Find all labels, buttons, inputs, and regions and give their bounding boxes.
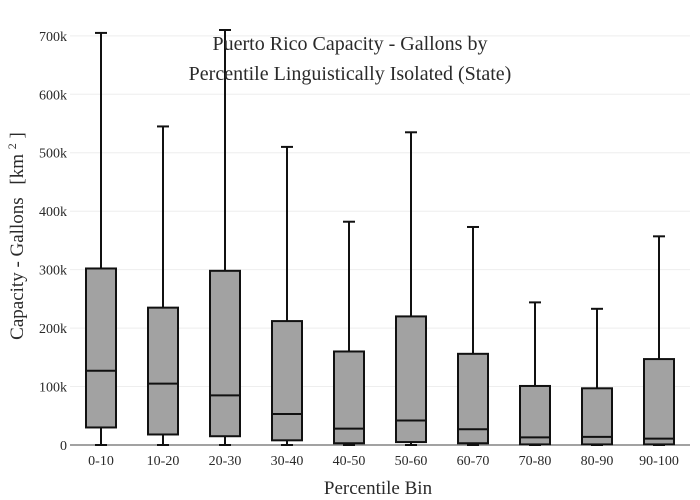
iqr-box (519, 384, 551, 446)
y-axis-label-unit-prefix: [km (7, 154, 28, 185)
iqr-box (643, 358, 675, 446)
box-0-10 (85, 31, 117, 446)
x-tick-label: 20-30 (209, 454, 242, 469)
y-tick-label: 600k (39, 88, 67, 103)
x-tick-label: 10-20 (147, 454, 180, 469)
box-20-30 (209, 29, 241, 446)
iqr-box (271, 320, 303, 442)
box-60-70 (457, 225, 489, 446)
y-tick-label: 500k (39, 147, 67, 162)
y-tick-label: 400k (39, 205, 67, 220)
y-tick-label: 300k (39, 264, 67, 279)
box-70-80 (519, 301, 551, 446)
y-tick-label: 200k (39, 322, 67, 337)
box-10-20 (147, 125, 179, 446)
iqr-box (209, 269, 241, 438)
y-tick-label: 100k (39, 381, 67, 396)
x-tick-label: 50-60 (395, 454, 428, 469)
x-tick-label: 30-40 (271, 454, 304, 469)
y-tick-labels: 0 100k 200k 300k 400k 500k 600k 700k (39, 30, 67, 454)
y-tick-label: 700k (39, 30, 67, 45)
x-axis-label: Percentile Bin (324, 478, 433, 499)
y-tick-label: 0 (60, 439, 67, 454)
box-50-60 (395, 131, 427, 446)
iqr-box (147, 306, 179, 436)
y-axis-label-unit-suffix: ] (7, 132, 28, 138)
box-30-40 (271, 145, 303, 446)
box-40-50 (333, 220, 365, 446)
y-axis-label-unit-exp: 2 (5, 143, 19, 149)
chart-title-line-1: Puerto Rico Capacity - Gallons by (213, 33, 488, 55)
x-tick-label: 60-70 (457, 454, 490, 469)
y-axis-label: Capacity - Gallons [km 2 ] (0, 132, 28, 340)
box-90-100 (643, 235, 675, 446)
x-tick-label: 90-100 (639, 454, 679, 469)
x-tick-label: 70-80 (519, 454, 552, 469)
y-axis-label-main: Capacity - Gallons (7, 197, 28, 339)
iqr-box (395, 315, 427, 444)
x-tick-label: 80-90 (581, 454, 614, 469)
iqr-box (85, 267, 117, 429)
x-tick-label: 0-10 (88, 454, 114, 469)
x-tick-label: 40-50 (333, 454, 366, 469)
box-layer (85, 29, 675, 446)
x-tick-labels: 0-10 10-20 20-30 30-40 40-50 50-60 60-70 70-80 8… (88, 454, 679, 469)
box-80-90 (581, 307, 613, 446)
chart-title-line-2: Percentile Linguistically Isolated (Stat… (189, 63, 512, 85)
iqr-box (581, 387, 613, 446)
